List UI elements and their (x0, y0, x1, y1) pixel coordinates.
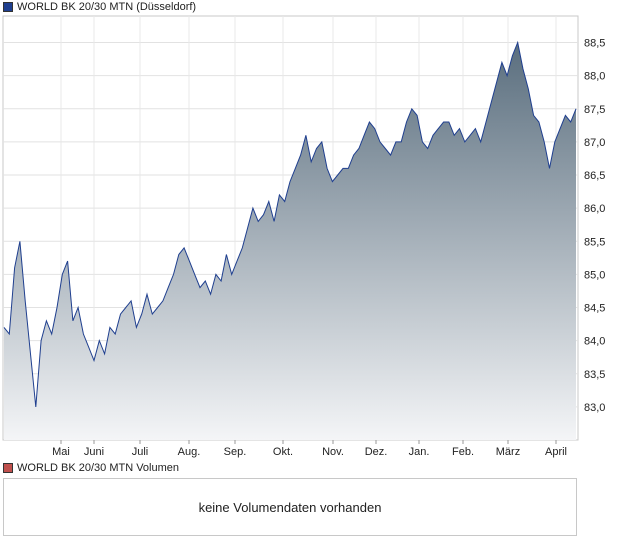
y-tick-label: 86,5 (584, 170, 605, 182)
y-tick-label: 84,0 (584, 336, 605, 348)
x-tick-label: März (496, 446, 520, 458)
y-tick-label: 85,5 (584, 236, 605, 248)
y-tick-label: 87,5 (584, 104, 605, 116)
y-axis-ticks: 83,0 83,5 84,0 84,5 85,0 85,5 86,0 86,5 87,0 87,5… (584, 38, 605, 414)
volume-empty-message: keine Volumendaten vorhanden (198, 500, 382, 515)
y-tick-label: 85,0 (584, 269, 605, 281)
legend-volume: WORLD BK 20/30 MTN Volumen (3, 461, 179, 475)
x-tick-label: Okt. (273, 446, 293, 458)
y-tick-label: 84,5 (584, 303, 605, 315)
price-line (3, 40, 577, 407)
x-tick-label: Juni (84, 446, 104, 458)
x-tick-label: Dez. (365, 446, 388, 458)
y-tick-label: 88,5 (584, 38, 605, 50)
legend-main-label: WORLD BK 20/30 MTN (Düsseldorf) (17, 1, 197, 13)
x-axis-ticks: Mai Juni Juli Aug. Sep. Okt. Nov. Dez. Jan. Feb. M… (52, 440, 567, 458)
x-tick-label: April (545, 446, 567, 458)
price-chart: 83,0 83,5 84,0 84,5 85,0 85,5 86,0 86,5 87,0 87,5… (2, 15, 605, 458)
legend-volume-label: WORLD BK 20/30 MTN Volumen (17, 462, 180, 474)
volume-panel: keine Volumendaten vorhanden (3, 478, 577, 536)
x-tick-label: Aug. (178, 446, 201, 458)
legend-main-swatch (3, 2, 13, 12)
y-tick-label: 87,0 (584, 137, 605, 149)
x-tick-label: Feb. (452, 446, 474, 458)
y-tick-label: 86,0 (584, 203, 605, 215)
price-area-fill (4, 42, 576, 440)
y-tick-label: 83,5 (584, 369, 605, 381)
y-tick-label: 83,0 (584, 402, 605, 414)
x-tick-label: Jan. (409, 446, 430, 458)
legend-main: WORLD BK 20/30 MTN (Düsseldorf) (3, 0, 196, 14)
x-tick-label: Mai (52, 446, 70, 458)
x-tick-label: Juli (132, 446, 149, 458)
x-tick-label: Nov. (322, 446, 344, 458)
x-tick-label: Sep. (224, 446, 247, 458)
y-tick-label: 88,0 (584, 71, 605, 83)
legend-volume-swatch (3, 463, 13, 473)
